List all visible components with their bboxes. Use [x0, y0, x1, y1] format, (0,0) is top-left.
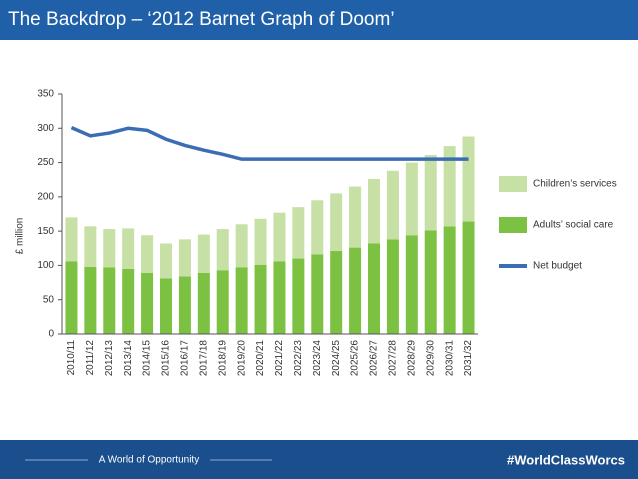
y-tick-label: 200	[37, 191, 54, 202]
bar	[424, 155, 437, 231]
bar	[84, 226, 97, 267]
bar	[103, 267, 116, 334]
bar	[216, 229, 229, 271]
bar	[330, 251, 343, 334]
bar	[122, 268, 135, 334]
legend-swatch	[499, 217, 527, 233]
bar	[235, 224, 248, 268]
bar	[84, 266, 97, 334]
bar	[386, 170, 399, 240]
bar	[254, 218, 267, 265]
bar	[216, 270, 229, 334]
bar	[122, 228, 135, 269]
bar	[160, 243, 172, 279]
y-tick-label: 350	[37, 89, 54, 100]
bar	[178, 239, 191, 277]
bar	[462, 136, 475, 222]
x-tick-label: 2012/13	[104, 340, 115, 377]
bar	[141, 272, 154, 334]
bar	[197, 272, 210, 334]
bar	[368, 179, 380, 244]
x-tick-label: 2025/26	[350, 340, 361, 377]
x-tick-label: 2027/28	[388, 340, 399, 377]
legend-label: Children’s services	[533, 179, 617, 190]
y-tick-label: 150	[37, 226, 54, 237]
x-tick-label: 2024/25	[331, 340, 342, 377]
bar	[368, 243, 380, 334]
bar	[235, 267, 248, 334]
bar	[443, 226, 456, 334]
footer-tagline: A World of Opportunity	[99, 455, 199, 466]
x-tick-label: 2028/29	[406, 340, 417, 377]
bar	[273, 212, 286, 262]
x-tick-label: 2031/32	[463, 340, 474, 377]
bar	[292, 258, 305, 334]
x-tick-label: 2015/16	[161, 340, 172, 377]
legend-swatch	[499, 176, 527, 192]
header-bar	[0, 0, 638, 40]
y-tick-label: 250	[37, 157, 54, 168]
bar	[349, 186, 362, 248]
bar	[462, 221, 475, 334]
bar	[386, 239, 399, 334]
bar	[424, 230, 437, 334]
x-tick-label: 2013/14	[123, 340, 134, 377]
slide-title: The Backdrop – ‘2012 Barnet Graph of Doo…	[8, 9, 395, 30]
footer-hashtag: #WorldClassWorcs	[507, 452, 625, 467]
bar	[405, 235, 418, 334]
x-tick-label: 2029/30	[425, 340, 436, 377]
bar	[65, 261, 78, 334]
bar	[254, 264, 267, 334]
y-tick-label: 300	[37, 123, 54, 134]
x-tick-label: 2011/12	[85, 340, 96, 376]
bar	[349, 247, 362, 334]
x-tick-label: 2017/18	[198, 340, 209, 377]
bar	[141, 235, 154, 273]
bar	[65, 217, 78, 262]
x-tick-label: 2014/15	[142, 340, 153, 377]
x-tick-label: 2022/23	[293, 340, 304, 377]
y-tick-label: 0	[48, 329, 54, 340]
bar	[292, 207, 305, 259]
bar	[311, 200, 324, 255]
bar	[178, 276, 191, 334]
bar	[330, 193, 343, 252]
bar	[197, 234, 210, 273]
legend-label: Net budget	[533, 261, 582, 272]
bar	[160, 278, 172, 334]
legend-label: Adults’ social care	[533, 220, 614, 231]
bar	[103, 229, 116, 268]
bar	[443, 146, 456, 227]
x-tick-label: 2026/27	[369, 340, 380, 377]
y-tick-label: 100	[37, 260, 54, 271]
footer-bar	[0, 440, 638, 479]
bar	[273, 261, 286, 334]
x-tick-label: 2010/11	[66, 340, 77, 376]
x-tick-label: 2021/22	[274, 340, 285, 377]
y-axis-label: £ million	[15, 218, 26, 255]
x-tick-label: 2030/31	[444, 340, 455, 377]
x-tick-label: 2020/21	[255, 340, 266, 377]
x-tick-label: 2016/17	[180, 340, 191, 377]
x-tick-label: 2019/20	[236, 340, 247, 377]
y-tick-label: 50	[43, 294, 55, 305]
bar	[311, 254, 324, 334]
x-tick-label: 2018/19	[217, 340, 228, 377]
line-series	[70, 125, 469, 161]
bar	[405, 162, 418, 236]
x-tick-label: 2023/24	[312, 340, 323, 377]
